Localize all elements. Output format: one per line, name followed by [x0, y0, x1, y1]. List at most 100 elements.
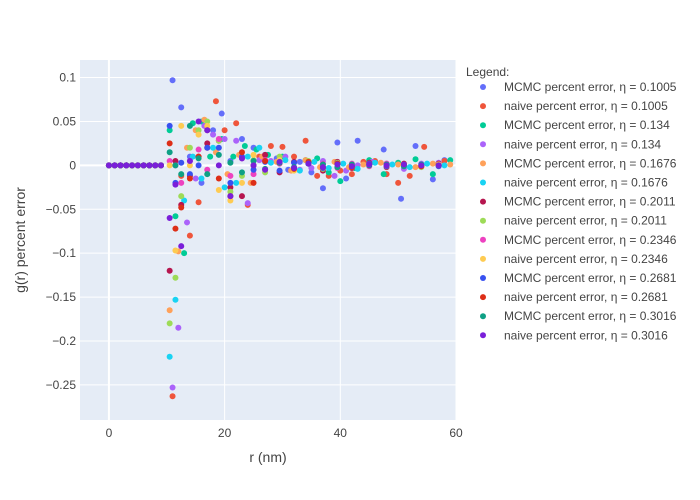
data-point	[172, 181, 179, 188]
data-point	[172, 213, 179, 220]
legend-item-label: naive percent error, η = 0.1676	[504, 176, 668, 190]
data-point	[366, 161, 373, 168]
legend-marker	[480, 198, 486, 205]
data-point	[227, 193, 234, 200]
data-point	[348, 163, 355, 170]
data-point	[395, 161, 402, 168]
legend-item-label: naive percent error, η = 0.134	[504, 137, 661, 151]
data-point	[282, 157, 289, 164]
data-point	[111, 162, 118, 169]
legend-item-label: naive percent error, η = 0.3016	[504, 328, 668, 342]
data-point	[447, 161, 454, 168]
data-point	[221, 136, 228, 143]
data-point	[204, 118, 211, 125]
data-point	[218, 110, 225, 117]
data-point	[383, 162, 390, 169]
data-point	[250, 179, 257, 186]
legend-item-label: naive percent error, η = 0.1005	[504, 99, 668, 113]
data-point	[319, 185, 326, 192]
data-point	[435, 162, 442, 169]
data-point	[227, 184, 234, 191]
data-point	[244, 153, 251, 160]
data-point	[441, 157, 448, 164]
data-point	[325, 169, 332, 176]
data-point	[123, 162, 130, 169]
data-point	[238, 136, 245, 143]
legend-marker	[480, 332, 486, 339]
data-point	[334, 161, 341, 168]
legend-item-label: MCMC percent error, η = 0.134	[504, 118, 670, 132]
legend-marker	[480, 294, 486, 301]
data-point	[421, 143, 428, 150]
data-point	[198, 179, 205, 186]
data-point	[331, 172, 338, 179]
data-point	[172, 247, 179, 254]
legend-marker	[480, 141, 486, 148]
data-point	[129, 162, 136, 169]
data-point	[210, 131, 217, 138]
data-point	[325, 165, 332, 171]
y-tick-label: 0.1	[59, 71, 76, 85]
data-point	[262, 166, 269, 173]
data-point	[412, 143, 419, 150]
legend-marker	[480, 179, 486, 186]
data-point	[178, 159, 185, 166]
y-tick-label: −0.2	[52, 334, 76, 348]
data-point	[276, 158, 283, 165]
data-point	[412, 164, 419, 171]
data-point	[227, 188, 234, 195]
data-point	[233, 137, 240, 144]
legend-title: Legend:	[466, 65, 509, 79]
data-point	[166, 122, 173, 129]
legend-marker	[480, 122, 486, 129]
x-axis-title: r (nm)	[249, 449, 286, 465]
gridlines	[80, 60, 457, 420]
data-point	[441, 162, 448, 169]
data-point	[233, 120, 240, 127]
legend-marker	[480, 160, 486, 167]
data-point	[166, 127, 173, 134]
x-tick-label: 0	[106, 426, 113, 440]
data-point	[169, 384, 176, 391]
data-point	[204, 166, 211, 173]
data-point	[186, 162, 193, 169]
legend-item-label: MCMC percent error, η = 0.3016	[504, 309, 677, 323]
legend-item-label: MCMC percent error, η = 0.2011	[504, 195, 676, 209]
data-point	[184, 219, 191, 226]
data-point	[134, 162, 141, 169]
data-point	[195, 199, 202, 206]
series-points	[166, 118, 442, 250]
x-tick-label: 60	[449, 426, 463, 440]
data-point	[195, 146, 202, 153]
data-point	[447, 157, 454, 164]
data-point	[192, 175, 199, 182]
data-point	[296, 167, 303, 174]
x-tick-label: 20	[218, 426, 232, 440]
data-point	[178, 171, 185, 178]
data-point	[157, 162, 164, 169]
data-point	[140, 162, 147, 169]
data-point	[198, 175, 205, 182]
y-tick-label: −0.15	[46, 290, 77, 304]
data-point	[166, 149, 173, 156]
data-points	[105, 77, 454, 400]
data-point	[429, 171, 436, 178]
series-points	[169, 77, 448, 202]
data-point	[244, 200, 251, 207]
series-points	[166, 144, 448, 360]
data-point	[429, 176, 436, 183]
data-point	[276, 167, 283, 174]
data-point	[186, 175, 193, 182]
data-point	[204, 140, 211, 147]
data-point	[178, 122, 185, 129]
data-point	[291, 153, 298, 160]
data-point	[302, 137, 309, 144]
data-point	[189, 153, 196, 160]
data-point	[215, 162, 222, 169]
data-point	[250, 151, 257, 158]
data-point	[172, 157, 179, 164]
legend-item-label: naive percent error, η = 0.2346	[504, 252, 668, 266]
data-point	[166, 320, 173, 327]
y-axis-title: g(r) percent error	[12, 187, 28, 293]
data-point	[227, 159, 234, 166]
